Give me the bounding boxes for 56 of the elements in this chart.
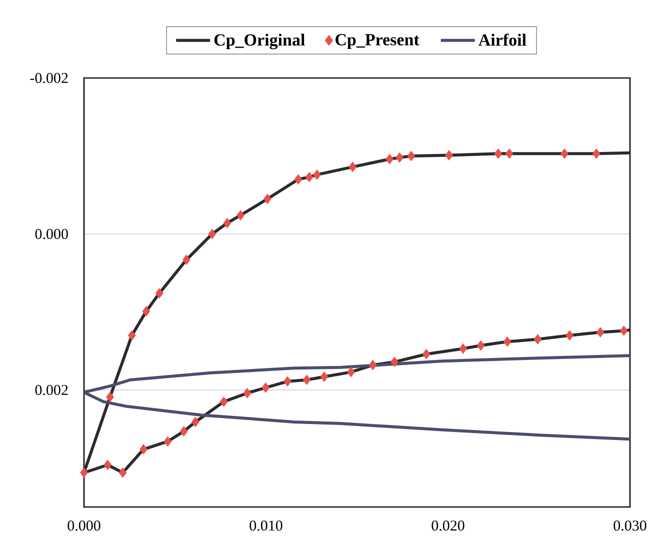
point bbox=[596, 327, 604, 338]
point bbox=[459, 343, 468, 354]
point bbox=[620, 326, 628, 336]
point bbox=[128, 330, 136, 341]
point bbox=[476, 340, 485, 351]
x-tick-label: 0.010 bbox=[250, 520, 282, 531]
point bbox=[320, 372, 328, 382]
legend-label: Cp_Present bbox=[336, 34, 420, 49]
point bbox=[104, 460, 112, 470]
point bbox=[284, 376, 292, 387]
point bbox=[313, 170, 321, 180]
point bbox=[494, 148, 502, 159]
point bbox=[264, 194, 272, 204]
y-tick-label: -0.002 bbox=[30, 72, 68, 84]
point bbox=[191, 416, 200, 428]
point bbox=[243, 388, 252, 398]
point bbox=[505, 148, 514, 159]
point bbox=[396, 152, 404, 163]
y-tick-label: 0.000 bbox=[35, 228, 68, 240]
point bbox=[208, 228, 216, 240]
point bbox=[180, 426, 188, 437]
point bbox=[422, 348, 430, 360]
point bbox=[80, 467, 88, 478]
point bbox=[140, 444, 148, 454]
point bbox=[236, 210, 244, 220]
point bbox=[445, 150, 454, 160]
point bbox=[155, 288, 164, 298]
point bbox=[220, 396, 228, 407]
point bbox=[566, 330, 574, 341]
point bbox=[348, 162, 357, 172]
point bbox=[347, 366, 355, 378]
point bbox=[534, 334, 542, 344]
point bbox=[407, 150, 416, 162]
y-tick-label: 0.002 bbox=[35, 384, 68, 396]
point bbox=[390, 356, 398, 368]
x-tick-label: 0.000 bbox=[68, 520, 100, 531]
line-series bbox=[84, 354, 630, 441]
point bbox=[368, 360, 377, 370]
x-tick-label: 0.020 bbox=[432, 520, 464, 531]
point bbox=[142, 306, 150, 316]
point bbox=[223, 218, 232, 228]
point bbox=[305, 172, 314, 182]
point bbox=[386, 154, 394, 164]
point bbox=[106, 392, 114, 402]
point bbox=[262, 382, 270, 393]
point bbox=[503, 336, 512, 347]
point bbox=[118, 467, 127, 478]
point bbox=[560, 148, 568, 159]
point bbox=[302, 374, 311, 386]
x-tick-label: 0.030 bbox=[614, 520, 646, 531]
point bbox=[592, 148, 600, 159]
point bbox=[164, 436, 172, 447]
point bbox=[182, 254, 190, 265]
legend-label: Airfoil bbox=[478, 34, 526, 46]
point bbox=[294, 174, 302, 185]
legend-label: Cp_Original bbox=[214, 34, 305, 50]
